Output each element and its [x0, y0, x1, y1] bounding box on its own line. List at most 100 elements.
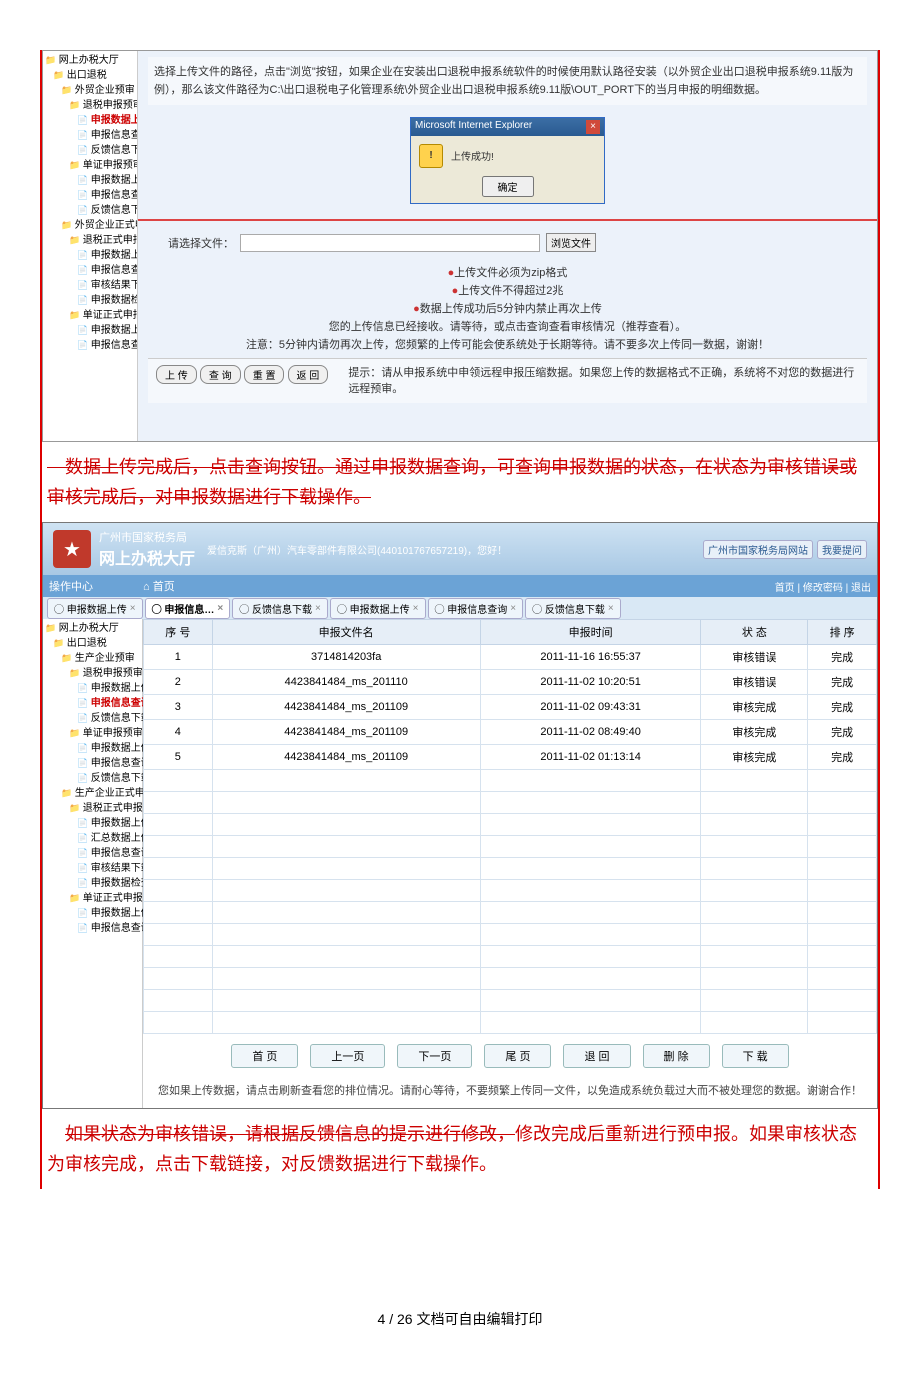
table-row[interactable]: 24423841484_ms_2011102011-11-02 10:20:51…	[144, 670, 877, 695]
system-name: 网上办税大厅	[99, 545, 195, 569]
org-name: 广州市国家税务局	[99, 529, 195, 545]
table-row	[144, 990, 877, 1012]
dialog-message: 上传成功!	[451, 148, 494, 163]
table-row	[144, 814, 877, 836]
tree-node[interactable]: 退税正式申报	[45, 801, 140, 816]
tree-node[interactable]: 审核结果下载	[45, 861, 140, 876]
header-link-2[interactable]: 我要提问	[817, 540, 867, 559]
table-row[interactable]: 34423841484_ms_2011092011-11-02 09:43:31…	[144, 695, 877, 720]
pager-button[interactable]: 删 除	[643, 1044, 710, 1068]
tree-node[interactable]: 申报数据上传	[45, 906, 140, 921]
table-row	[144, 770, 877, 792]
file-label: 请选择文件：	[168, 235, 234, 251]
tree-node[interactable]: 生产企业预审	[45, 651, 140, 666]
close-icon[interactable]: ×	[130, 603, 136, 614]
table-footnote: 您如果上传数据，请点击刷新查看您的排位情况。请耐心等待，不要频繁上传同一文件，以…	[143, 1078, 877, 1108]
pager-button[interactable]: 尾 页	[484, 1044, 551, 1068]
tree-node[interactable]: 单证正式申报	[45, 891, 140, 906]
pager-button[interactable]: 下 载	[722, 1044, 789, 1068]
tree-node[interactable]: 申报信息查询	[45, 263, 135, 278]
tree-node[interactable]: 出口退税	[45, 636, 140, 651]
paragraph-1: 数据上传完成后，点击查询按钮。通过申报数据查询，可查询申报数据的状态，在状态为审…	[42, 442, 878, 522]
tree-node[interactable]: 单证正式申报	[45, 308, 135, 323]
column-header: 排 序	[808, 620, 877, 645]
tree-node[interactable]: 反馈信息下载	[45, 711, 140, 726]
tree-node[interactable]: 申报信息查询	[45, 338, 135, 353]
file-path-input[interactable]	[240, 234, 540, 252]
tree-node[interactable]: 申报信息查询	[45, 846, 140, 861]
pager-button[interactable]: 上一页	[310, 1044, 385, 1068]
action-button[interactable]: 查 询	[200, 365, 241, 384]
tree-node[interactable]: 出口退税	[45, 68, 135, 83]
tree-node[interactable]: 退税正式申报	[45, 233, 135, 248]
tab[interactable]: ◯ 反馈信息下载 ×	[525, 598, 621, 619]
tree-node[interactable]: 申报数据上传	[45, 173, 135, 188]
pager-button[interactable]: 首 页	[231, 1044, 298, 1068]
action-button[interactable]: 返 回	[288, 365, 329, 384]
header-link-1[interactable]: 广州市国家税务局网站	[703, 540, 813, 559]
dialog-ok-button[interactable]: 确定	[482, 176, 534, 197]
tree-node[interactable]: 单证申报预审	[45, 726, 140, 741]
close-icon[interactable]: ×	[510, 603, 516, 614]
tree-node[interactable]: 退税申报预审	[45, 98, 135, 113]
tree-node[interactable]: 生产企业正式申报	[45, 786, 140, 801]
tree-node[interactable]: 外贸企业正式申报	[45, 218, 135, 233]
dialog-title: Microsoft Internet Explorer	[415, 120, 532, 134]
table-row	[144, 836, 877, 858]
tab[interactable]: ◯ 申报信息… ×	[145, 598, 231, 619]
tree-node[interactable]: 申报信息查询	[45, 188, 135, 203]
tree-node[interactable]: 申报数据检查与	[45, 293, 135, 308]
tree-node[interactable]: 申报数据上传	[45, 816, 140, 831]
logo-icon: ★	[53, 530, 91, 568]
tab[interactable]: ◯ 申报信息查询 ×	[428, 598, 524, 619]
action-button[interactable]: 上 传	[156, 365, 197, 384]
tab[interactable]: ◯ 申报数据上传 ×	[47, 598, 143, 619]
pager-button[interactable]: 下一页	[397, 1044, 472, 1068]
tree-node[interactable]: 申报信息查询	[45, 696, 140, 711]
close-icon[interactable]: ×	[608, 603, 614, 614]
warning-icon: !	[419, 144, 443, 168]
table-row	[144, 1012, 877, 1034]
action-button[interactable]: 重 置	[244, 365, 285, 384]
tree-node[interactable]: 申报数据上传	[45, 113, 135, 128]
tree-node[interactable]: 外贸企业预审	[45, 83, 135, 98]
tree-node[interactable]: 申报数据上传	[45, 681, 140, 696]
tab-bar: ◯ 申报数据上传 ×◯ 申报信息… ×◯ 反馈信息下载 ×◯ 申报数据上传 ×◯…	[43, 597, 877, 619]
column-header: 状 态	[701, 620, 808, 645]
pager-button[interactable]: 退 回	[563, 1044, 630, 1068]
tree-node[interactable]: 申报数据上传	[45, 741, 140, 756]
upload-notes: ●上传文件必须为zip格式 ●上传文件不得超过2兆 ●数据上传成功后5分钟内禁止…	[148, 260, 867, 358]
nav-tree-1: 网上办税大厅出口退税外贸企业预审退税申报预审申报数据上传申报信息查询反馈信息下载…	[43, 51, 138, 441]
tree-node[interactable]: 反馈信息下载	[45, 143, 135, 158]
tree-node[interactable]: 申报数据检查	[45, 876, 140, 891]
tree-node[interactable]: 申报信息查询	[45, 921, 140, 936]
table-row	[144, 946, 877, 968]
tree-node[interactable]: 网上办税大厅	[45, 53, 135, 68]
column-header: 序 号	[144, 620, 213, 645]
tree-node[interactable]: 退税申报预审	[45, 666, 140, 681]
tree-node[interactable]: 申报信息查询	[45, 128, 135, 143]
tree-node[interactable]: 反馈信息下载	[45, 203, 135, 218]
close-icon[interactable]: ×	[586, 120, 600, 134]
close-icon[interactable]: ×	[315, 603, 321, 614]
table-row	[144, 924, 877, 946]
column-header: 申报时间	[480, 620, 701, 645]
close-icon[interactable]: ×	[217, 603, 223, 614]
tree-node[interactable]: 申报数据上传	[45, 248, 135, 263]
browse-button[interactable]: 浏览文件	[546, 233, 596, 252]
close-icon[interactable]: ×	[413, 603, 419, 614]
tree-node[interactable]: 审核结果下载	[45, 278, 135, 293]
table-row[interactable]: 44423841484_ms_2011092011-11-02 08:49:40…	[144, 720, 877, 745]
column-header: 申报文件名	[212, 620, 480, 645]
page-footer: 4 / 26 文档可自由编辑打印	[40, 1309, 880, 1329]
tree-node[interactable]: 汇总数据上传	[45, 831, 140, 846]
tree-node[interactable]: 单证申报预审	[45, 158, 135, 173]
tree-node[interactable]: 申报数据上传	[45, 323, 135, 338]
table-row[interactable]: 13714814203fa2011-11-16 16:55:37审核错误完成	[144, 645, 877, 670]
tree-node[interactable]: 反馈信息下载	[45, 771, 140, 786]
tree-node[interactable]: 申报信息查询	[45, 756, 140, 771]
tree-node[interactable]: 网上办税大厅	[45, 621, 140, 636]
tab[interactable]: ◯ 申报数据上传 ×	[330, 598, 426, 619]
tab[interactable]: ◯ 反馈信息下载 ×	[232, 598, 328, 619]
table-row[interactable]: 54423841484_ms_2011092011-11-02 01:13:14…	[144, 745, 877, 770]
